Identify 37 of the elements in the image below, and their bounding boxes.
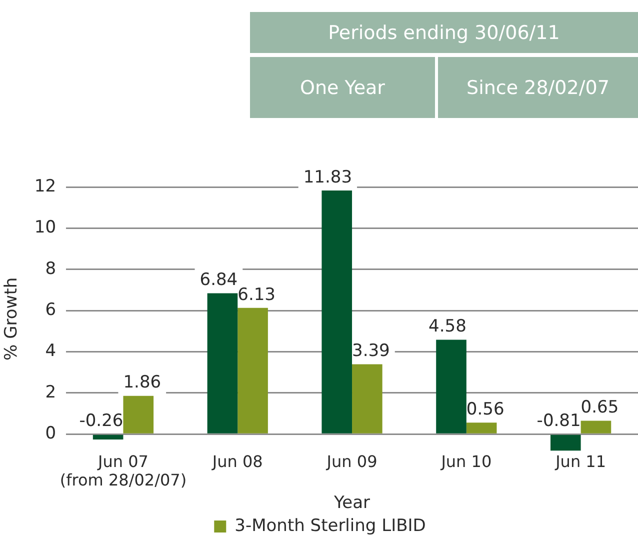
y-axis-title: % Growth <box>2 277 22 360</box>
table-header-cell: Since 28/02/07 <box>438 57 638 118</box>
data-label: 6.84 <box>200 270 238 290</box>
y-tick-label: 10 <box>34 218 56 238</box>
x-tick-label: Jun 07 (from 28/02/07) <box>60 452 187 490</box>
bar <box>322 190 352 434</box>
bar <box>580 420 612 434</box>
table-header-cell: One Year <box>250 57 435 118</box>
bar <box>550 434 581 451</box>
data-label: 4.58 <box>428 316 466 337</box>
data-label: 1.86 <box>123 372 162 393</box>
data-label: 0.65 <box>580 398 619 418</box>
legend-label: 3-Month Sterling LIBID <box>234 516 426 536</box>
bar <box>352 364 382 434</box>
bar <box>238 308 268 434</box>
table-header-cell: Periods ending 30/06/11 <box>250 12 638 53</box>
x-tick-label: Jun 11 <box>554 452 606 472</box>
data-label: -0.26 <box>79 411 124 432</box>
y-tick-label: 2 <box>45 382 56 402</box>
x-tick-label: Jun 10 <box>440 452 492 472</box>
y-tick-label: 12 <box>34 176 56 196</box>
bar <box>92 434 124 440</box>
y-tick-label: 4 <box>45 341 56 362</box>
data-label: -0.81 <box>536 411 581 432</box>
x-tick-label: Jun 08 <box>211 452 263 472</box>
data-label: 0.56 <box>466 400 504 420</box>
y-tick-label: 8 <box>45 258 56 279</box>
data-label: 11.83 <box>303 167 352 188</box>
bar <box>436 340 466 434</box>
data-label: 3.39 <box>352 341 390 362</box>
bar <box>207 293 238 434</box>
y-tick-label: 0 <box>45 424 56 444</box>
x-tick-label: Jun 09 <box>326 452 378 472</box>
bar <box>466 422 497 434</box>
data-label: 6.13 <box>238 284 276 305</box>
y-tick-label: 6 <box>45 300 56 320</box>
x-axis-title: Year <box>333 493 370 514</box>
